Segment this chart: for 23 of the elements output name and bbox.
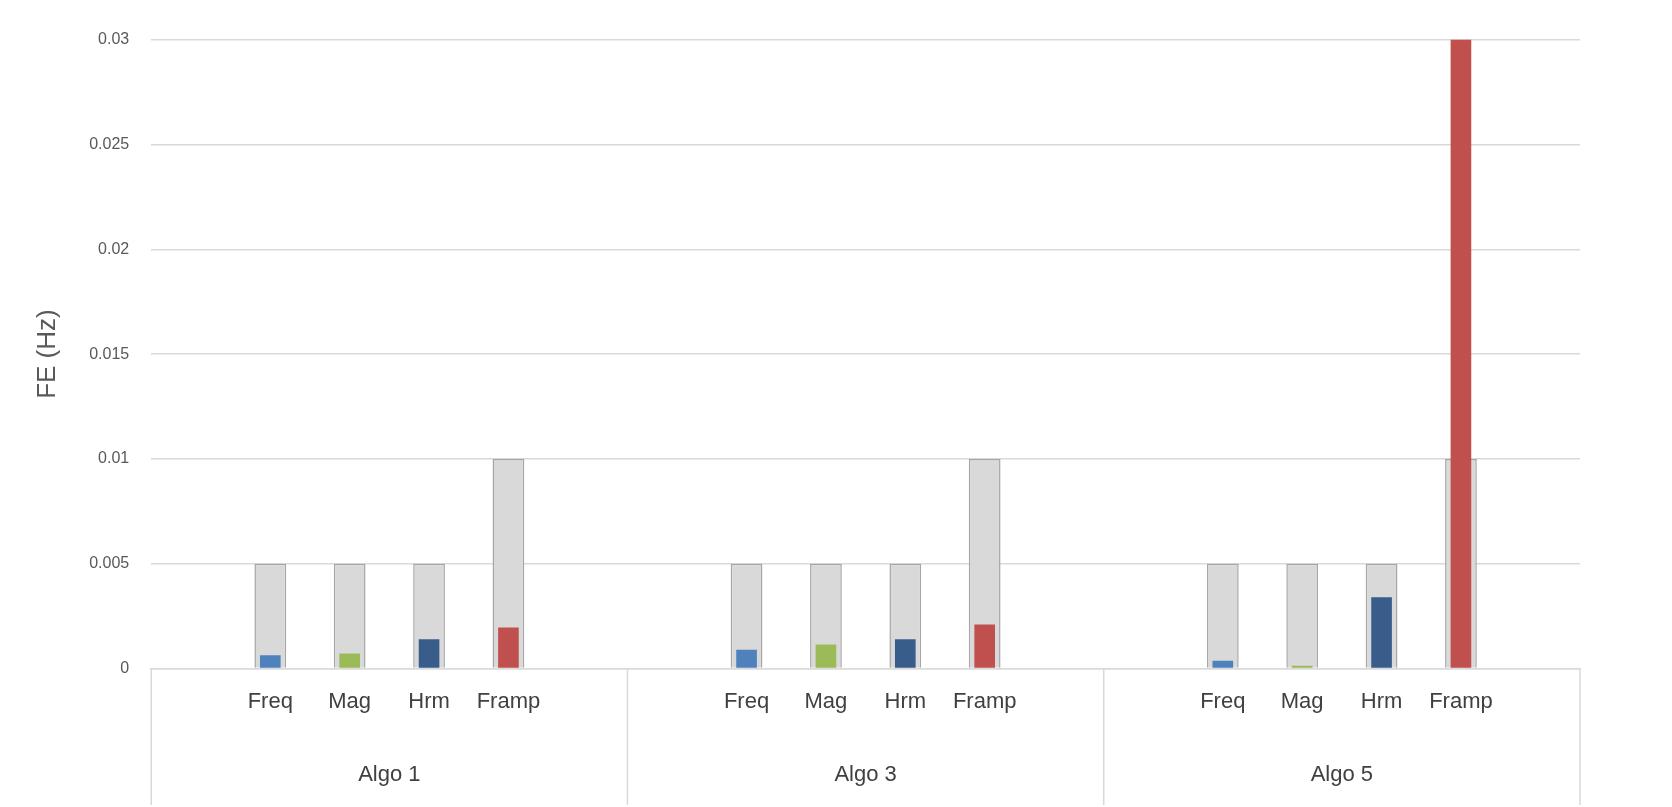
x-tick-label: Freq [723, 687, 770, 713]
x-tick-label: Framp [1429, 687, 1493, 713]
x-tick-label: Mag [804, 687, 848, 713]
text: Algo 1 [358, 761, 421, 787]
y-tick-label: 0.03 [98, 30, 130, 48]
text: Algo 5 [1310, 761, 1374, 787]
x-tick-label: Freq [1200, 687, 1246, 713]
y-tick-label: 0.02 [98, 239, 130, 257]
y-tick-label: 0 [120, 659, 130, 677]
x-tick-label: Framp [476, 687, 541, 713]
x-tick-label: Freq [247, 687, 293, 713]
x-tick-label: Mag [328, 687, 372, 713]
y-tick-label: 0.01 [98, 449, 130, 467]
y-tick-label: 0.005 [89, 554, 130, 572]
text: Algo 3 [834, 761, 897, 787]
y-tick-label: 0.025 [89, 134, 130, 152]
x-tick-label: Mag [1280, 687, 1324, 713]
x-tick-label: Hrm [884, 687, 927, 713]
x-tick-label: Hrm [408, 687, 450, 713]
x-tick-label: Hrm [1360, 687, 1403, 713]
y-tick-label: 0.015 [89, 344, 130, 362]
x-tick-label: Framp [952, 687, 1017, 713]
y-axis-title: FE (Hz) [30, 309, 61, 399]
